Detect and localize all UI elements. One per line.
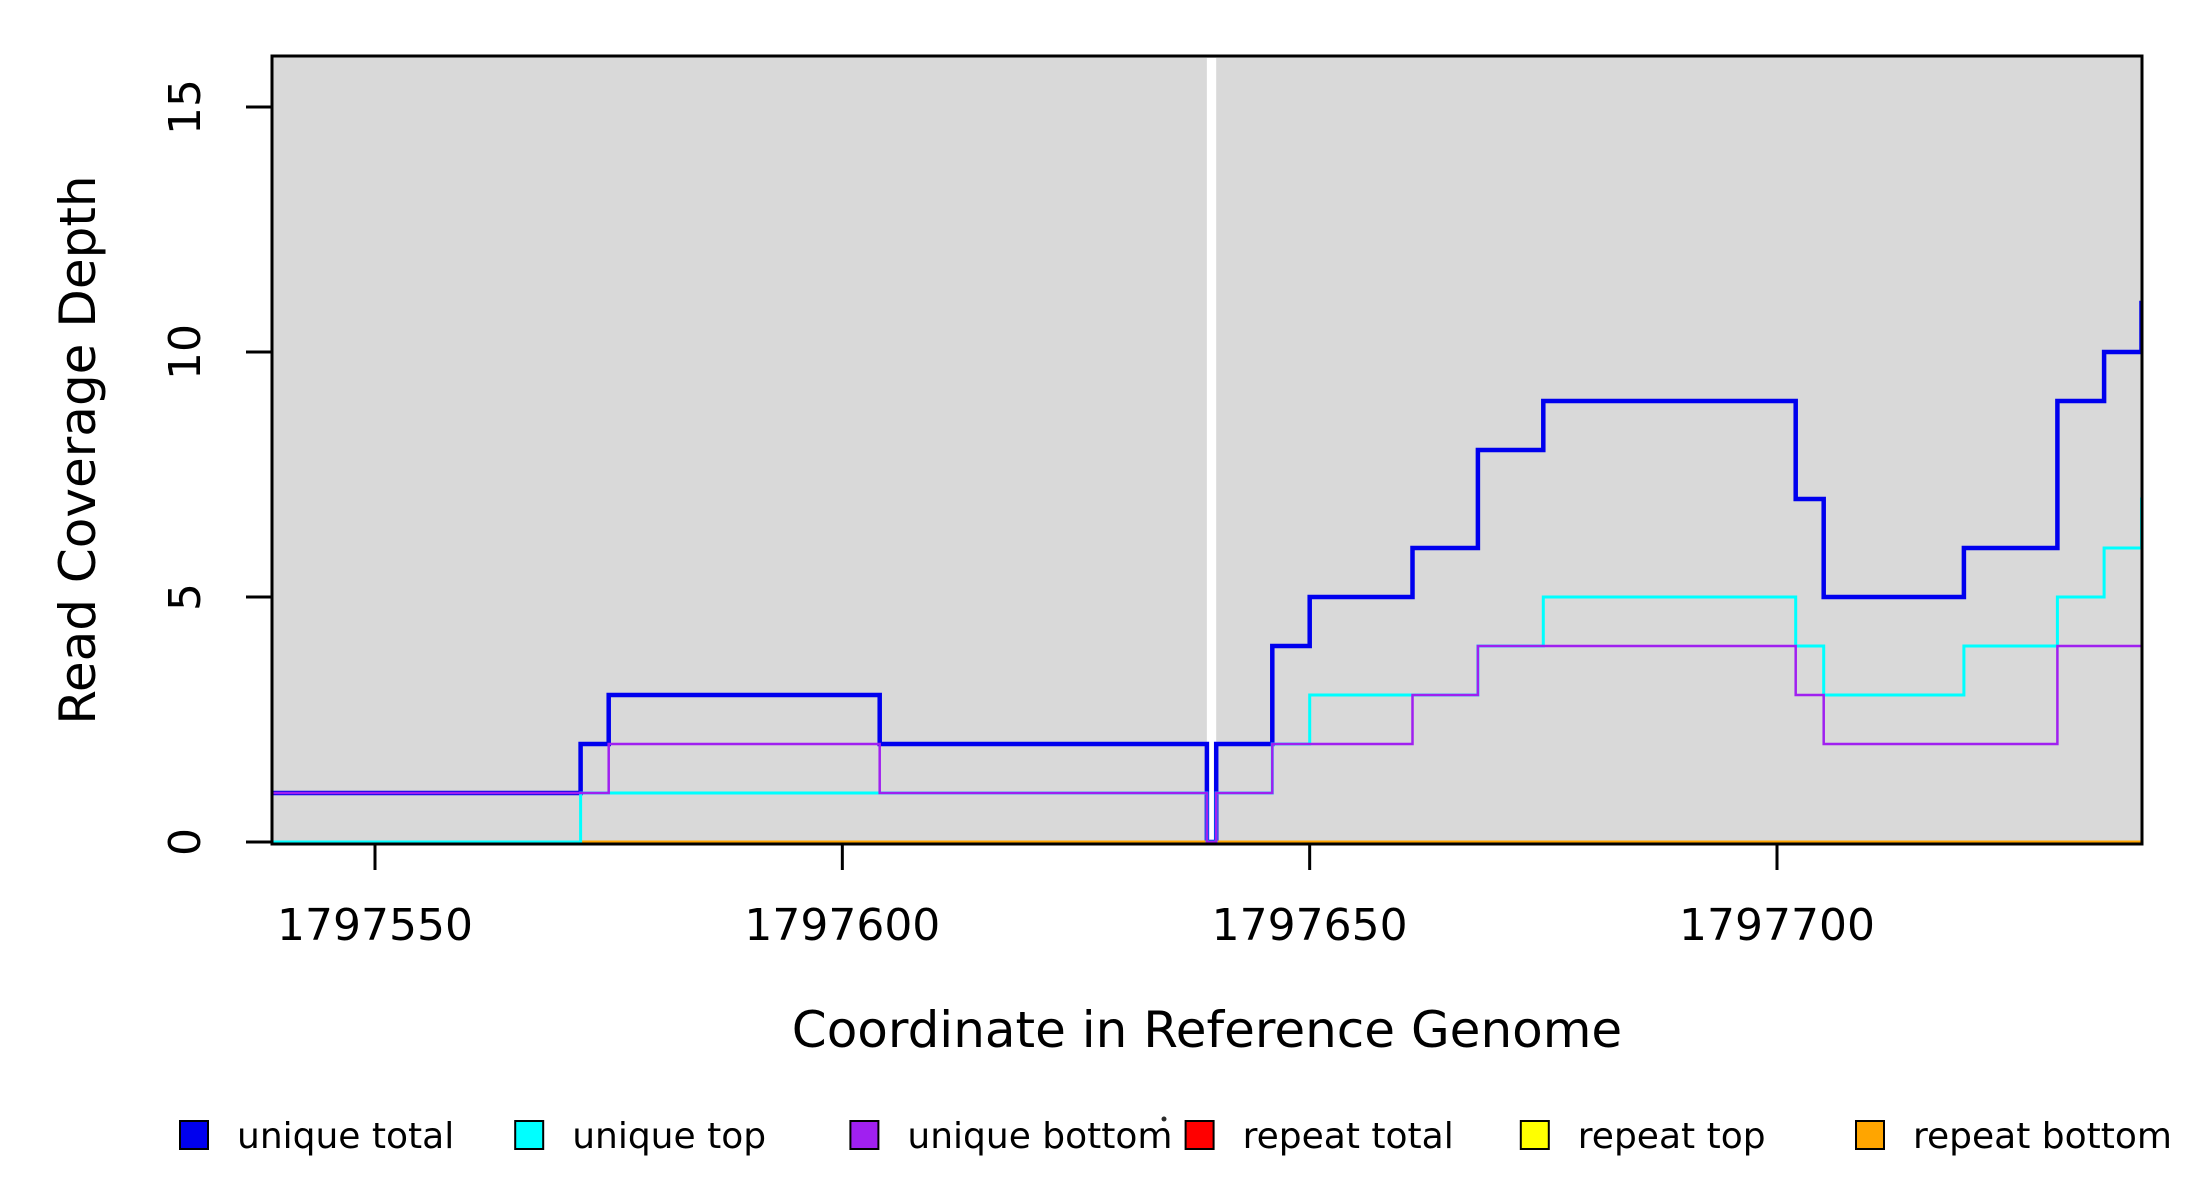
- x-axis: 1797550 1797600 1797650 1797700 Coordinate …: [277, 844, 1875, 1059]
- zero-coverage-gap-band: [1206, 58, 1217, 843]
- legend-item-repeat-top: repeat top: [1519, 1116, 1766, 1157]
- plot-border: [270, 54, 2144, 846]
- legend-item-repeat-bottom: repeat bottom: [1855, 1116, 2172, 1157]
- series-lines: [272, 300, 2142, 844]
- x-ticks: 1797550 1797600 1797650 1797700: [277, 844, 1875, 951]
- series-line-unique-bottom: [272, 644, 2142, 844]
- stray-mark: [1161, 1116, 1167, 1122]
- legend-item-repeat-total: repeat total: [1184, 1116, 1454, 1157]
- y-tick-label: 15: [160, 79, 211, 135]
- legend-swatch-unique-total: [179, 1120, 209, 1150]
- legend-swatch-repeat-total: [1184, 1120, 1215, 1150]
- legend-swatch-repeat-bottom: [1855, 1120, 1885, 1150]
- legend-item-unique-total: unique total: [179, 1116, 454, 1157]
- y-tick-label: 10: [160, 324, 211, 380]
- y-ticks: 0 5 10 15: [160, 79, 272, 856]
- legend-item-unique-bottom: unique bottom: [849, 1116, 1173, 1157]
- series-line-unique-total: [272, 300, 2142, 844]
- legend: unique total unique top unique bottom repea…: [179, 1116, 2172, 1157]
- legend-swatch-repeat-top: [1519, 1120, 1550, 1150]
- legend-label-repeat-total: repeat total: [1243, 1116, 1454, 1157]
- x-tick-label: 1797650: [1212, 900, 1408, 951]
- legend-label-unique-bottom: unique bottom: [907, 1116, 1172, 1157]
- y-axis-title: Read Coverage Depth: [49, 175, 107, 724]
- x-tick-label: 1797550: [277, 900, 473, 951]
- y-axis: 0 5 10 15 Read Coverage Depth: [49, 79, 272, 856]
- legend-swatch-unique-bottom: [849, 1120, 880, 1150]
- y-tick-label: 5: [160, 583, 211, 611]
- x-tick-label: 1797600: [744, 900, 940, 951]
- legend-swatch-unique-top: [514, 1120, 545, 1150]
- y-tick-label: 0: [160, 828, 211, 856]
- legend-item-unique-top: unique top: [514, 1116, 766, 1157]
- x-axis-title: Coordinate in Reference Genome: [792, 1001, 1622, 1059]
- legend-label-unique-top: unique top: [572, 1116, 766, 1157]
- legend-label-unique-total: unique total: [237, 1116, 454, 1157]
- legend-label-repeat-bottom: repeat bottom: [1913, 1116, 2172, 1157]
- x-tick-label: 1797700: [1679, 900, 1875, 951]
- legend-label-repeat-top: repeat top: [1578, 1116, 1766, 1157]
